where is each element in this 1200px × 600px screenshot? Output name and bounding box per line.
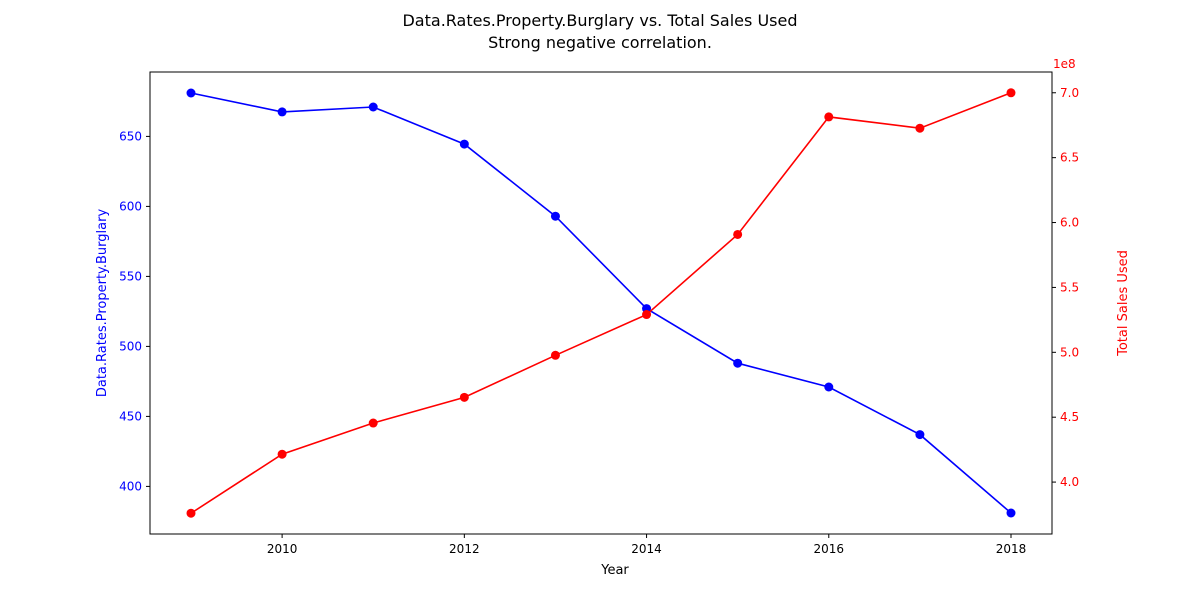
data-point: [824, 112, 834, 122]
right-y-tick-label: 4.0: [1060, 475, 1079, 489]
right-y-tick-label: 5.0: [1060, 345, 1079, 359]
data-point: [733, 358, 743, 368]
x-tick-label: 2018: [996, 542, 1027, 556]
x-tick-label: 2012: [449, 542, 480, 556]
right-y-tick-label: 6.5: [1060, 151, 1079, 165]
left-y-tick-label: 400: [119, 479, 142, 493]
data-point: [915, 123, 925, 133]
right-y-tick-label: 6.0: [1060, 216, 1079, 230]
series-layer: [186, 88, 1016, 518]
right-y-tick-label: 5.5: [1060, 280, 1079, 294]
data-point: [550, 350, 560, 360]
chart-subtitle: Strong negative correlation.: [488, 33, 712, 52]
data-point: [733, 229, 743, 239]
data-point: [459, 139, 469, 149]
x-axis: 2010 2012 2014 2016 2018: [267, 534, 1026, 556]
x-tick-label: 2014: [631, 542, 662, 556]
x-tick-label: 2016: [814, 542, 845, 556]
data-point: [1006, 508, 1016, 518]
x-axis-label: Year: [600, 563, 629, 578]
left-y-tick-label: 600: [119, 199, 142, 213]
data-point: [368, 418, 378, 428]
data-point: [824, 382, 834, 392]
data-point: [186, 508, 196, 518]
x-tick-label: 2010: [267, 542, 298, 556]
right-y-tick-label: 4.5: [1060, 410, 1079, 424]
data-point: [368, 102, 378, 112]
data-point: [550, 211, 560, 221]
right-y-tick-label: 7.0: [1060, 86, 1079, 100]
plot-frame: [149, 71, 1053, 535]
left-y-tick-label: 500: [119, 339, 142, 353]
data-point: [459, 392, 469, 402]
left-y-tick-label: 450: [119, 409, 142, 423]
chart-title: Data.Rates.Property.Burglary vs. Total S…: [402, 11, 797, 30]
data-point: [277, 107, 287, 117]
right-y-axis-offset: 1e8: [1053, 57, 1076, 71]
left-y-axis-label: Data.Rates.Property.Burglary: [95, 209, 110, 398]
data-point: [1006, 88, 1016, 98]
series-line: [190, 92, 1012, 514]
data-point: [186, 88, 196, 98]
left-y-axis: 400 450 500 550 600 650: [119, 129, 150, 493]
left-y-tick-label: 650: [119, 129, 142, 143]
series-2: [186, 88, 1016, 518]
series-line: [190, 92, 1012, 514]
data-point: [915, 430, 925, 440]
right-y-axis-label: Total Sales Used: [1116, 250, 1131, 357]
left-y-tick-label: 550: [119, 269, 142, 283]
data-point: [277, 449, 287, 459]
series-1: [186, 88, 1016, 518]
right-y-axis: 4.0 4.5 5.0 5.5 6.0 6.5 7.0: [1052, 86, 1079, 489]
data-point: [642, 310, 652, 320]
